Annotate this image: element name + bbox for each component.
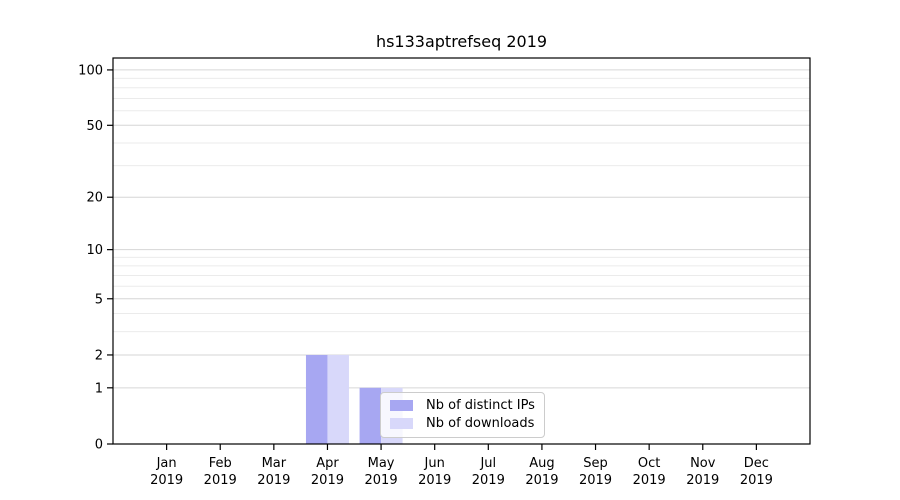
x-tick-label-year: 2019 bbox=[365, 473, 398, 488]
x-tick-label-month: Oct bbox=[638, 456, 660, 471]
bar-may-series0 bbox=[359, 387, 382, 444]
y-tick-label: 5 bbox=[95, 292, 103, 307]
y-tick-label: 10 bbox=[86, 243, 103, 258]
downloads-swatch-icon bbox=[390, 418, 413, 429]
x-tick-label-year: 2019 bbox=[740, 473, 773, 488]
x-tick-label-year: 2019 bbox=[686, 473, 719, 488]
y-tick-label: 100 bbox=[78, 63, 103, 78]
x-tick-label-year: 2019 bbox=[418, 473, 451, 488]
x-tick-label-month: Nov bbox=[690, 456, 716, 471]
x-tick-label-month: May bbox=[368, 456, 395, 471]
legend-item-downloads: Nb of downloads bbox=[390, 416, 535, 431]
x-tick-label-year: 2019 bbox=[257, 473, 290, 488]
x-tick-label-year: 2019 bbox=[311, 473, 344, 488]
x-tick-label-year: 2019 bbox=[633, 473, 666, 488]
x-tick-label-year: 2019 bbox=[472, 473, 505, 488]
legend-item-distinct-ips: Nb of distinct IPs bbox=[390, 398, 535, 413]
legend: Nb of distinct IPs Nb of downloads bbox=[380, 392, 545, 438]
x-tick-label-year: 2019 bbox=[579, 473, 612, 488]
y-tick-label: 0 bbox=[95, 438, 103, 453]
x-tick-label-month: Jan bbox=[156, 456, 177, 471]
x-tick-label-month: Mar bbox=[262, 456, 287, 471]
y-tick-label: 2 bbox=[95, 348, 103, 363]
distinct-ips-swatch-icon bbox=[390, 400, 413, 411]
y-tick-label: 1 bbox=[95, 381, 103, 396]
bar-apr-series0 bbox=[305, 354, 328, 444]
x-tick-label-year: 2019 bbox=[150, 473, 183, 488]
x-tick-label-month: Dec bbox=[744, 456, 769, 471]
x-tick-label-month: Sep bbox=[583, 456, 608, 471]
legend-label-distinct-ips: Nb of distinct IPs bbox=[426, 398, 535, 413]
x-tick-label-month: Jul bbox=[479, 456, 496, 471]
x-tick-label-year: 2019 bbox=[204, 473, 237, 488]
x-tick-label-year: 2019 bbox=[525, 473, 558, 488]
legend-label-downloads: Nb of downloads bbox=[426, 416, 535, 431]
chart-title: hs133aptrefseq 2019 bbox=[375, 32, 548, 51]
bar-apr-series1 bbox=[327, 354, 349, 444]
x-tick-label-month: Apr bbox=[316, 456, 339, 471]
axes-frame bbox=[112, 57, 811, 445]
y-tick-label: 20 bbox=[86, 191, 103, 206]
x-tick-label-month: Aug bbox=[529, 456, 554, 471]
y-tick-label: 50 bbox=[86, 119, 103, 134]
x-tick-label-month: Jun bbox=[424, 456, 445, 471]
x-tick-label-month: Feb bbox=[209, 456, 232, 471]
